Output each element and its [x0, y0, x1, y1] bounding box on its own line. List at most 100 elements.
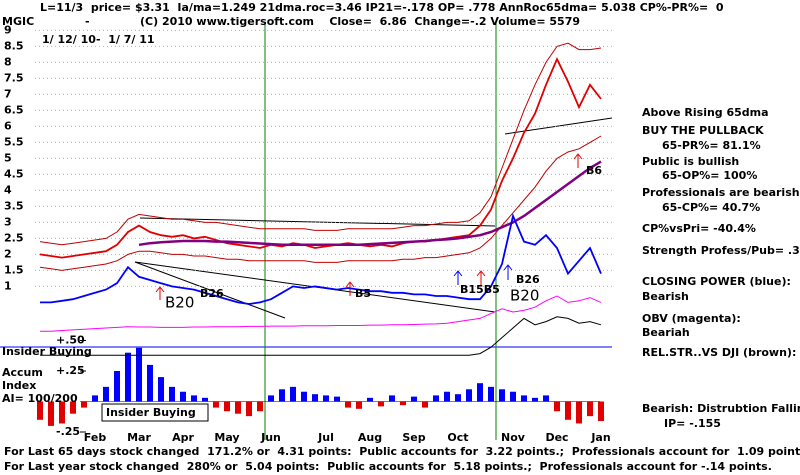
- trend-line: [134, 261, 286, 319]
- signal-label: B20: [165, 294, 194, 312]
- accum-bar: [224, 401, 230, 412]
- accum-bar: [576, 401, 582, 424]
- y-tick-label: 1.5: [4, 263, 24, 276]
- accum-tick-label: +.50: [56, 334, 85, 347]
- accum-bar: [235, 401, 241, 414]
- note: BUY THE PULLBACK: [642, 124, 764, 137]
- x-tick-label: Jun: [260, 431, 281, 444]
- arrow: [345, 281, 355, 296]
- accum-bar: [334, 396, 340, 402]
- arrow: [476, 270, 486, 285]
- accum-bar: [598, 401, 604, 422]
- accum-bar: [323, 395, 329, 402]
- y-tick-label: 1: [4, 279, 12, 292]
- accum-bar: [488, 386, 494, 402]
- note: 65-CP%= 40.7%: [662, 201, 760, 214]
- y-tick-label: 8.5: [4, 39, 24, 52]
- accum-bar: [158, 377, 164, 402]
- note: Professionals are bearish: [642, 186, 800, 199]
- insider-box: [101, 403, 209, 422]
- note: CLOSING POWER (blue):: [642, 275, 791, 288]
- accum-bar: [191, 395, 197, 402]
- note: Bearish: Distrubtion Falling.: [642, 402, 800, 415]
- note: Bearish: [642, 290, 689, 303]
- note: 65-OP%= 100%: [662, 169, 757, 182]
- panel-label: Index: [2, 379, 36, 392]
- accum-tick-label: -.25: [56, 425, 80, 438]
- accum-bar: [169, 386, 175, 402]
- series-line: [39, 57, 602, 259]
- trend-line: [139, 217, 496, 227]
- x-tick-label: Dec: [545, 431, 568, 444]
- accum-bar: [301, 391, 307, 402]
- y-tick-label: 2.5: [4, 231, 24, 244]
- accum-bar: [356, 401, 362, 409]
- note: Strength Profess/Pub= .3: [642, 244, 800, 257]
- note: IP= -.155: [664, 417, 721, 430]
- x-tick-label: Sep: [402, 431, 425, 444]
- note: OBV (magenta):: [642, 312, 741, 325]
- panel-label: Insider Buying: [2, 345, 92, 358]
- series-line: [40, 316, 602, 356]
- signal-label: B6: [586, 164, 602, 177]
- series-line: [138, 160, 602, 247]
- accum-bar: [389, 395, 395, 402]
- x-tick-label: Apr: [172, 431, 194, 444]
- accum-bar: [103, 386, 109, 402]
- accum-bar: [587, 401, 593, 417]
- arrow: [155, 286, 165, 300]
- panel-label: Accum: [2, 366, 43, 379]
- y-tick-label: 9: [4, 23, 12, 36]
- buy-arrows: [155, 153, 583, 300]
- accum-bar: [213, 401, 219, 408]
- cp-arrows: [453, 264, 513, 285]
- header-text: -: [85, 15, 90, 28]
- x-tick-label: Jul: [317, 431, 334, 444]
- series-line: [39, 135, 602, 271]
- accum-bar: [543, 395, 549, 402]
- accum-bar: [510, 391, 516, 402]
- y-tick-label: 7.5: [4, 71, 24, 84]
- accum-bar: [114, 371, 120, 402]
- accum-bar: [345, 401, 351, 408]
- y-tick-label: 3.5: [4, 199, 24, 212]
- panel-label: Insider Buying: [106, 406, 196, 419]
- series-line: [40, 295, 602, 332]
- accum-bar: [202, 397, 208, 402]
- x-tick-label: May: [214, 431, 239, 444]
- x-tick-label: Nov: [501, 431, 526, 444]
- accum-bar: [92, 395, 98, 402]
- y-tick-label: 3: [4, 215, 12, 228]
- note: CP%vsPri= -40.4%: [642, 222, 756, 235]
- y-tick-label: 5.5: [4, 135, 24, 148]
- header-text: MGIC: [2, 15, 34, 28]
- series-line: [39, 42, 602, 246]
- x-tick-label: Jan: [590, 431, 610, 444]
- signal-label: B26: [516, 273, 540, 286]
- accum-bar: [268, 395, 274, 402]
- accum-bar: [378, 401, 384, 407]
- accum-bar: [532, 397, 538, 402]
- accum-bar: [411, 396, 417, 402]
- accum-bar: [521, 395, 527, 402]
- y-tick-label: 7: [4, 87, 12, 100]
- accum-bar: [554, 401, 560, 412]
- header-text: (C) 2010 www.tigersoft.com Close= 6.86 C…: [140, 15, 580, 28]
- y-tick-label: 6: [4, 119, 12, 132]
- footer-text: For Last 65 days stock changed 171.2% or…: [4, 445, 800, 458]
- arrow: [503, 264, 513, 280]
- y-tick-label: 6.5: [4, 103, 24, 116]
- arrow: [573, 153, 583, 168]
- accum-bar: [466, 389, 472, 402]
- accum-bar: [70, 401, 76, 414]
- accum-bar: [125, 352, 131, 402]
- arrow: [453, 270, 463, 285]
- accum-bar: [499, 389, 505, 402]
- accum-bar: [48, 401, 54, 426]
- accum-bar: [37, 401, 43, 420]
- header-text: L=11/3 price= $3.31 Ia/ma=1.249 21dma.ro…: [40, 1, 724, 14]
- x-tick-label: Aug: [358, 431, 382, 444]
- y-tick-label: 2: [4, 247, 12, 260]
